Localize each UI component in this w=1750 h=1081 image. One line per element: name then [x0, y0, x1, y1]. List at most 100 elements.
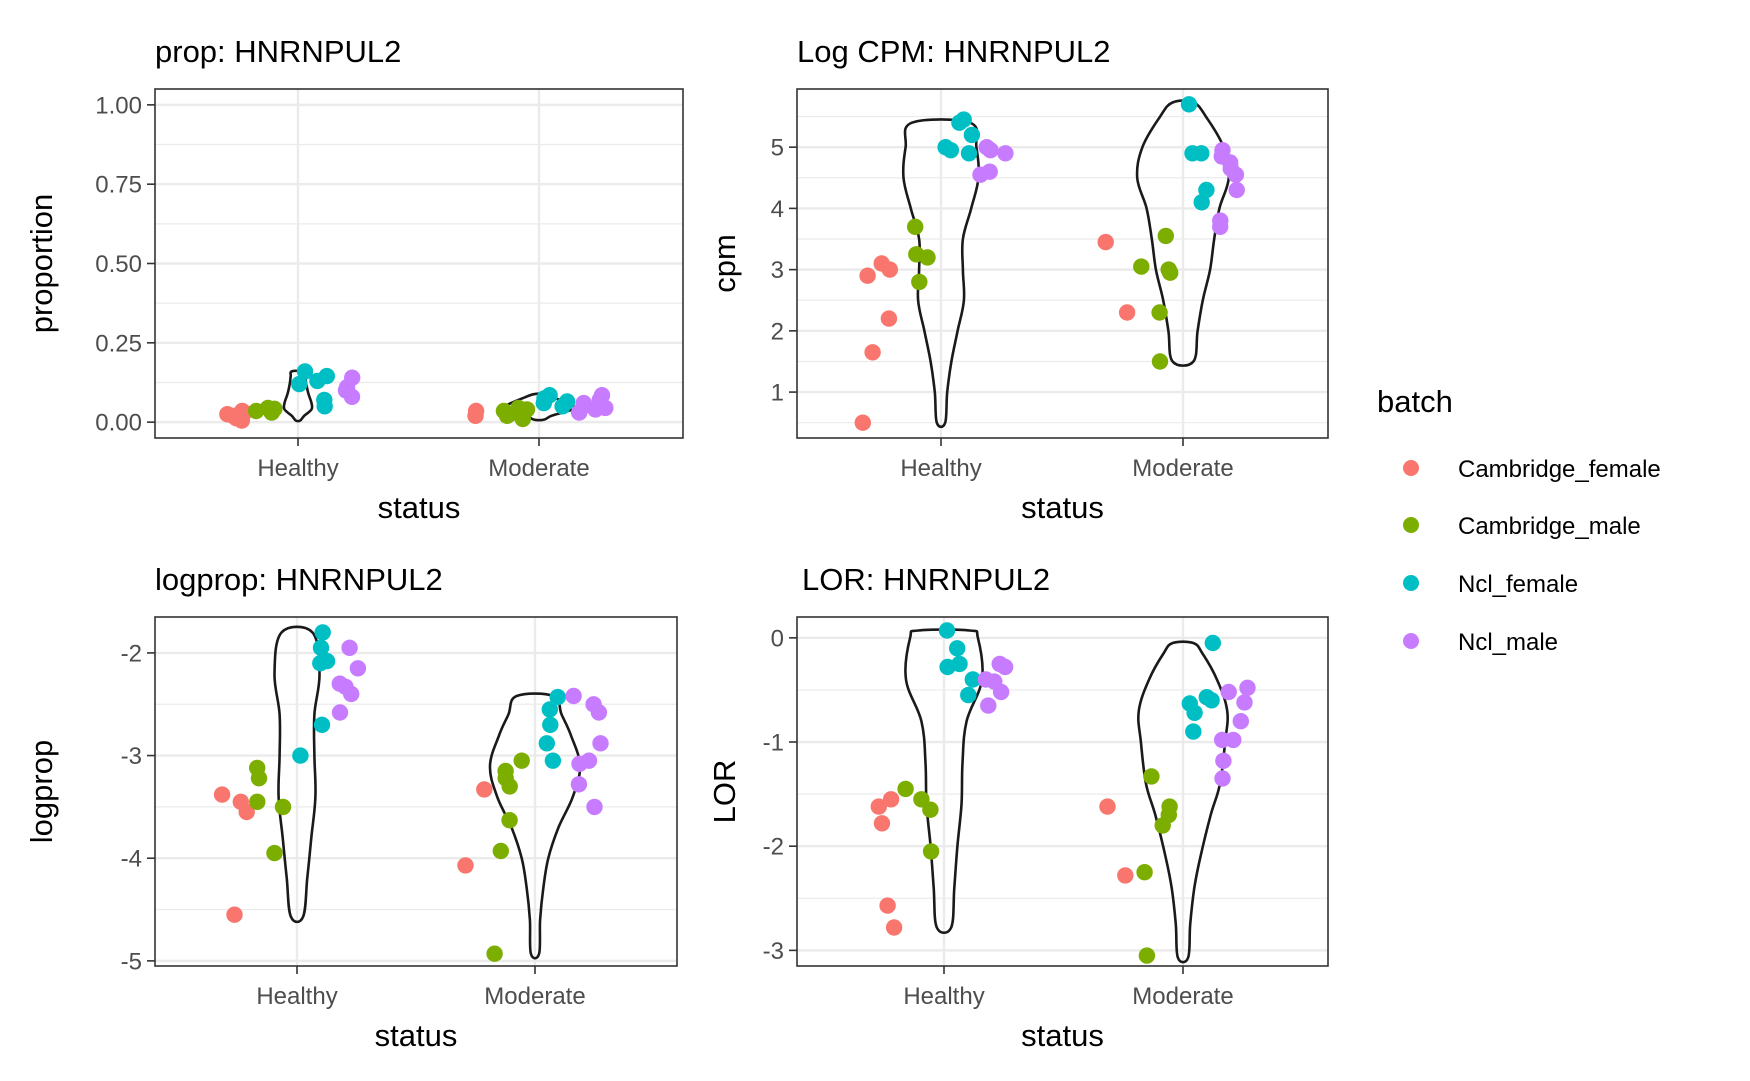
y-tick-label: -4 — [121, 846, 142, 873]
violin-moderate — [1137, 640, 1229, 964]
data-point — [316, 391, 333, 409]
data-point — [1133, 258, 1150, 275]
violin-healthy — [273, 625, 321, 924]
y-axis-title: cpm — [707, 234, 742, 293]
data-point — [234, 402, 251, 420]
data-point — [331, 704, 349, 721]
x-tick-label: Moderate — [484, 983, 585, 1010]
legend: batch Cambridge_female Cambridge_male Nc… — [1377, 384, 1661, 656]
y-tick-label: 0.00 — [95, 410, 142, 437]
series-cambridge-female — [219, 402, 485, 429]
data-point — [341, 639, 358, 656]
data-point — [296, 363, 314, 380]
data-point — [870, 798, 887, 815]
data-point — [476, 781, 493, 798]
data-point — [1097, 233, 1114, 251]
data-point — [495, 402, 513, 420]
series-ncl-male — [331, 639, 609, 816]
panel-border — [154, 616, 678, 967]
data-point — [949, 640, 966, 657]
data-point — [1184, 145, 1201, 162]
y-axis-title: proportion — [24, 194, 59, 334]
legend-label-cambridge-male: Cambridge_male — [1458, 513, 1641, 540]
data-point — [1198, 689, 1216, 706]
x-axis-title: status — [1021, 1018, 1104, 1053]
x-axis-title: status — [1021, 490, 1104, 525]
data-point — [544, 752, 562, 769]
data-point — [318, 652, 336, 670]
data-point — [1214, 142, 1231, 159]
data-point — [960, 686, 977, 704]
data-point — [908, 246, 925, 263]
data-point — [1099, 798, 1116, 815]
legend-key-ncl-male — [1403, 633, 1419, 649]
data-point — [318, 367, 335, 385]
data-point — [964, 671, 981, 688]
data-point — [981, 163, 998, 180]
data-point — [873, 815, 891, 832]
data-point — [213, 786, 231, 803]
data-point — [349, 660, 367, 677]
data-point — [266, 844, 283, 862]
x-tick-label: Moderate — [488, 455, 589, 482]
panel-border — [796, 88, 1329, 439]
panel-prop: 0.00 0.25 0.50 0.75 1.00 Healthy Moderate prop:… — [24, 34, 684, 525]
data-point — [991, 655, 1008, 673]
y-tick-label: -3 — [763, 938, 784, 965]
y-tick-label: 0.50 — [95, 251, 142, 278]
data-point — [1181, 695, 1199, 712]
series-cambridge-male — [248, 399, 536, 428]
y-tick-label: 1 — [771, 380, 784, 407]
data-point — [1180, 96, 1198, 113]
x-tick-label: Healthy — [257, 455, 338, 482]
data-point — [1212, 212, 1229, 229]
data-point — [1228, 181, 1245, 199]
series-ncl-female — [292, 624, 566, 769]
data-point — [1214, 731, 1231, 749]
data-point — [1161, 798, 1178, 815]
data-point — [259, 399, 277, 417]
panel-title: logprop: HNRNPUL2 — [155, 562, 443, 597]
panel-logcpm: 1 2 3 4 5 Healthy Moderate Log CPM: HNRNPUL2 sta… — [707, 34, 1329, 525]
series-ncl-male — [977, 655, 1256, 787]
data-point — [879, 897, 896, 914]
y-tick-label: 0.75 — [95, 172, 142, 199]
data-point — [538, 735, 555, 752]
legend-label-cambridge-female: Cambridge_female — [1458, 456, 1661, 483]
data-point — [864, 344, 881, 361]
x-tick-label: Healthy — [900, 455, 981, 482]
x-tick-label: Moderate — [1132, 455, 1233, 482]
data-point — [232, 793, 249, 810]
y-tick-label: 5 — [771, 135, 784, 162]
data-point — [1215, 752, 1232, 769]
data-point — [885, 919, 903, 936]
y-tick-label: 3 — [771, 257, 784, 284]
data-point — [541, 701, 558, 718]
series-ncl-female — [937, 96, 1215, 211]
data-point — [542, 716, 559, 733]
data-point — [467, 402, 485, 420]
legend-key-cambridge-male — [1403, 517, 1419, 533]
data-point — [955, 111, 972, 128]
legend-label-ncl-male: Ncl_male — [1458, 629, 1558, 656]
data-point — [907, 218, 924, 235]
data-point — [313, 716, 331, 733]
data-point — [978, 139, 995, 156]
data-point — [501, 812, 518, 829]
x-axis-title: status — [378, 490, 461, 525]
data-point — [1157, 227, 1175, 245]
data-point — [1204, 634, 1222, 652]
violin-healthy — [901, 118, 981, 429]
data-point — [565, 687, 582, 705]
data-point — [1185, 723, 1202, 740]
legend-item-cambridge-male: Cambridge_male — [1403, 513, 1641, 540]
data-point — [249, 759, 266, 777]
data-point — [1193, 194, 1210, 211]
data-point — [922, 843, 940, 860]
data-point — [1143, 768, 1160, 785]
data-point — [1136, 864, 1153, 881]
series-cambridge-male — [249, 752, 530, 962]
data-point — [977, 671, 994, 688]
data-point — [312, 639, 330, 656]
